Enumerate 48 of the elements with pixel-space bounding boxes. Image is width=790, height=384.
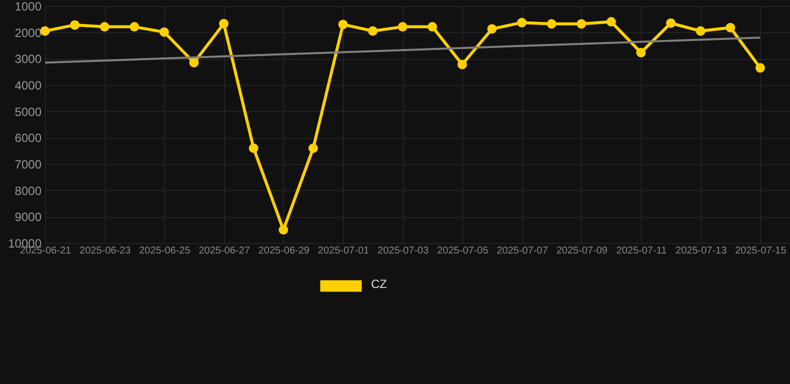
y-tick-label: 5000 [14, 104, 42, 119]
point [338, 20, 348, 30]
point [130, 22, 140, 32]
x-tick-label: 2025-07-05 [437, 246, 489, 256]
point [517, 18, 527, 28]
x-tick-label: 2025-07-07 [496, 246, 548, 256]
point [428, 22, 438, 32]
y-tick-label: 3000 [14, 52, 42, 66]
point [308, 143, 318, 153]
x-tick-label: 2025-07-15 [735, 246, 787, 256]
point [726, 22, 736, 32]
y-tick-label: 7000 [14, 158, 42, 172]
x-tick-label: 2025-07-11 [616, 246, 668, 256]
y-tick-label: 9000 [14, 210, 42, 224]
point [606, 17, 616, 27]
point [755, 63, 765, 73]
point [70, 20, 80, 30]
point [457, 60, 467, 70]
point [159, 27, 169, 37]
x-tick-label: 2025-07-13 [676, 246, 728, 256]
y-tick-label: 2000 [14, 26, 42, 40]
x-tick-label: 2025-07-01 [318, 246, 370, 256]
point [696, 26, 706, 36]
point [636, 48, 646, 58]
x-tick-label: 2025-07-03 [378, 246, 430, 256]
y-tick-label: 6000 [14, 131, 42, 146]
x-tick-label: 2025-06-21 [20, 246, 72, 256]
point [487, 24, 497, 34]
point [189, 58, 199, 68]
point [100, 22, 110, 32]
point [278, 225, 288, 235]
y-tick-label: 1000 [14, 0, 42, 14]
y-tick-label: 4000 [14, 78, 42, 92]
x-tick-label: 2025-06-23 [80, 246, 132, 256]
x-tick-label: 2025-06-27 [198, 246, 250, 256]
point [666, 18, 676, 28]
point [368, 26, 378, 36]
point [40, 26, 50, 36]
point [576, 19, 586, 29]
x-tick-label: 2025-06-25 [139, 246, 191, 256]
y-tick-label: 8000 [14, 184, 42, 198]
point [546, 19, 556, 29]
point [248, 143, 258, 153]
legend-label: CZ [371, 277, 387, 291]
x-tick-label: 2025-06-29 [258, 246, 310, 256]
point [219, 18, 229, 28]
x-tick-label: 2025-07-09 [556, 246, 608, 256]
point [398, 22, 408, 32]
